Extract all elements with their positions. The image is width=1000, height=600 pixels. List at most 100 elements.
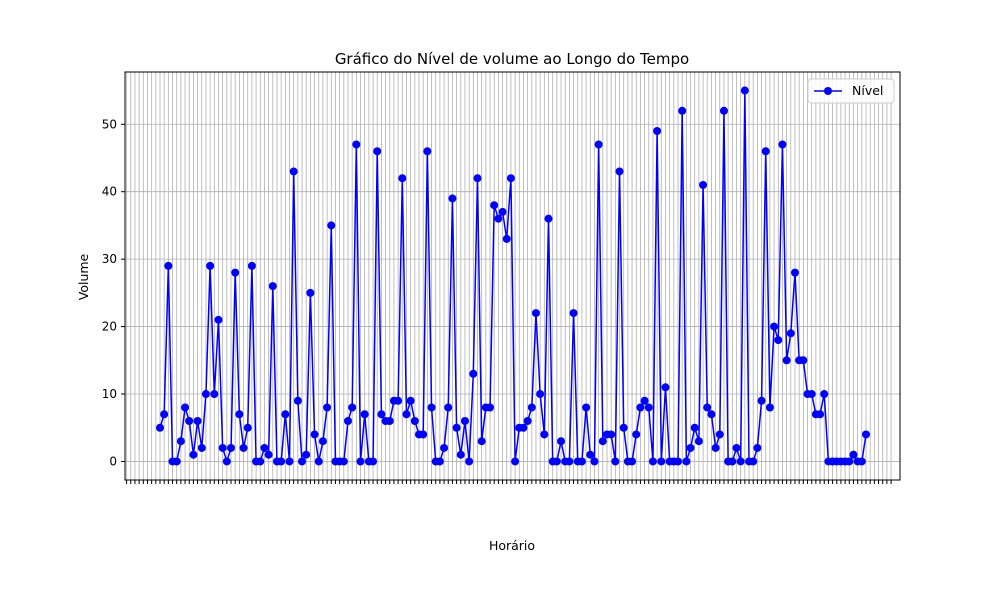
data-point: [657, 457, 666, 466]
y-tick-label: 40: [102, 185, 117, 199]
data-point: [402, 410, 411, 419]
data-point: [636, 403, 645, 412]
legend-marker-sample: [824, 87, 832, 95]
data-point: [377, 410, 386, 419]
data-point: [243, 423, 252, 432]
data-point: [185, 416, 194, 425]
data-point: [577, 457, 586, 466]
data-point: [586, 450, 595, 459]
data-point: [264, 450, 273, 459]
data-point: [181, 403, 190, 412]
data-point: [732, 443, 741, 452]
data-point: [306, 288, 315, 297]
data-point: [644, 403, 653, 412]
data-point: [557, 437, 566, 446]
data-point: [640, 396, 649, 405]
data-point: [540, 430, 549, 439]
data-point: [699, 180, 708, 189]
data-point: [862, 430, 870, 439]
data-point: [473, 174, 482, 183]
data-point: [419, 430, 428, 439]
plot-area: 0 10 20 30 40 50: [102, 71, 901, 484]
data-point: [298, 457, 307, 466]
data-point: [778, 140, 787, 149]
y-tick-label: 0: [109, 454, 117, 468]
data-point: [373, 147, 382, 156]
data-point: [486, 403, 495, 412]
data-point: [394, 396, 403, 405]
data-point: [227, 443, 236, 452]
data-point: [490, 201, 499, 210]
legend-box: [807, 78, 895, 104]
data-point: [268, 282, 277, 291]
data-point: [206, 261, 215, 270]
x-axis-label: Horário: [489, 538, 535, 553]
data-point: [753, 443, 762, 452]
data-point: [661, 383, 670, 392]
data-point: [678, 106, 687, 115]
data-point: [302, 450, 311, 459]
data-point: [172, 457, 181, 466]
data-point: [719, 106, 728, 115]
data-point: [799, 356, 808, 365]
data-point: [807, 390, 816, 399]
data-point: [310, 430, 319, 439]
y-tick-label: 10: [102, 387, 117, 401]
data-point: [160, 410, 169, 419]
data-point: [277, 457, 286, 466]
data-point: [193, 416, 202, 425]
data-point: [569, 309, 578, 318]
data-point: [314, 457, 323, 466]
data-point: [786, 329, 795, 338]
data-point: [845, 457, 854, 466]
data-point: [686, 443, 695, 452]
data-point: [452, 423, 461, 432]
data-point: [176, 437, 185, 446]
data-point: [156, 423, 164, 432]
data-point: [619, 423, 628, 432]
data-point: [594, 140, 603, 149]
data-point: [536, 390, 545, 399]
data-point: [565, 457, 574, 466]
data-point: [477, 437, 486, 446]
data-point: [757, 396, 766, 405]
data-point: [435, 457, 444, 466]
data-point: [765, 403, 774, 412]
data-point: [410, 416, 419, 425]
data-point: [511, 457, 520, 466]
data-point: [256, 457, 265, 466]
data-point: [694, 437, 703, 446]
data-point: [189, 450, 198, 459]
data-point: [460, 416, 469, 425]
series-line-nivel: [159, 89, 867, 463]
data-point: [440, 443, 449, 452]
data-point: [707, 410, 716, 419]
data-point: [339, 457, 348, 466]
data-point: [465, 457, 474, 466]
data-point: [235, 410, 244, 419]
data-point: [598, 437, 607, 446]
data-point: [607, 430, 616, 439]
data-point: [590, 457, 599, 466]
data-point: [448, 194, 457, 203]
data-point: [218, 443, 227, 452]
data-point: [214, 315, 223, 324]
data-point: [201, 390, 210, 399]
data-point: [327, 221, 336, 230]
data-point: [582, 403, 591, 412]
legend-entry-label: Nível: [852, 83, 883, 98]
data-point: [369, 457, 378, 466]
data-point: [728, 457, 737, 466]
data-point: [816, 410, 825, 419]
data-point: [427, 403, 436, 412]
y-tick-label: 30: [102, 252, 117, 266]
data-point: [239, 443, 248, 452]
data-point: [849, 450, 858, 459]
data-point: [281, 410, 290, 419]
y-tick-label: 50: [102, 117, 117, 131]
data-point: [711, 443, 720, 452]
data-point: [715, 430, 724, 439]
data-point: [456, 450, 465, 459]
data-point: [247, 261, 256, 270]
